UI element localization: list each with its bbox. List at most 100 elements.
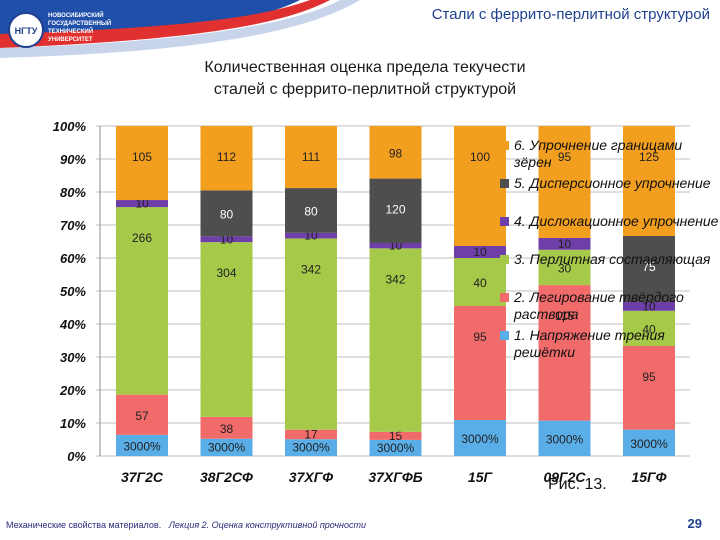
data-label: 95 — [473, 330, 487, 344]
bar-segment — [369, 439, 422, 456]
x-category-label: 37ХГФ — [289, 469, 334, 485]
bar-segment — [200, 126, 253, 191]
data-label: 112 — [217, 150, 236, 164]
data-label: 98 — [389, 146, 403, 160]
bar-segment — [538, 126, 591, 238]
bar-segment — [623, 126, 675, 236]
y-tick-label: 40% — [59, 317, 86, 332]
banner-red-swoosh — [0, 0, 330, 48]
data-label: 3000% — [546, 432, 584, 446]
bar-segment — [200, 438, 253, 456]
data-label: 3000% — [292, 441, 330, 455]
header-banner — [0, 0, 360, 58]
logo-line-1: НОВОСИБИРСКИЙ — [48, 11, 104, 19]
bar-segment — [369, 178, 422, 243]
data-label: 10 — [135, 197, 149, 211]
data-label: 266 — [132, 231, 152, 245]
data-label: 40 — [473, 276, 487, 290]
data-label: 17 — [304, 427, 318, 441]
data-label: 80 — [220, 207, 234, 221]
legend-swatch — [500, 217, 509, 226]
bar-segment — [116, 200, 168, 208]
legend-label: 5. Дисперсионное упрочнение — [514, 175, 711, 191]
bar-segment — [285, 126, 337, 189]
bar-segment — [538, 420, 591, 456]
bar-segment — [623, 346, 675, 430]
footer-lecture-title: Лекция 2. Оценка конструктивной прочност… — [168, 520, 367, 530]
slide-topic-title: Стали с феррито-перлитной структурой — [431, 6, 710, 23]
legend-label: 6. Упрочнение границами — [514, 137, 682, 153]
legend-label: 3. Перлитная составляющая — [514, 251, 711, 267]
banner-blue-swoosh — [0, 0, 300, 40]
bar-segment — [369, 126, 422, 179]
x-category-label: 09Г2С — [543, 469, 586, 485]
bar-segment — [285, 439, 337, 456]
data-label: 100 — [470, 150, 490, 164]
bar-segment — [454, 126, 506, 246]
data-label: 15 — [389, 429, 403, 443]
bar-segment — [369, 248, 422, 432]
bar-segment — [200, 416, 253, 439]
banner-light-swoosh — [0, 0, 360, 58]
data-label: 111 — [302, 150, 321, 164]
data-label: 115 — [555, 309, 574, 323]
data-label: 95 — [558, 150, 572, 164]
bar-segment — [116, 126, 168, 201]
bar-segment — [538, 249, 591, 286]
logo-line-3: ТЕХНИЧЕСКИЙ — [48, 27, 93, 35]
data-label: 38 — [220, 422, 234, 436]
bar-segment — [285, 232, 337, 239]
legend-swatch — [500, 331, 509, 340]
bar-segment — [200, 236, 253, 243]
x-category-label: 37Г2С — [121, 469, 164, 485]
y-tick-label: 100% — [53, 119, 87, 134]
x-category-label: 15Г — [468, 469, 494, 485]
y-tick-label: 50% — [60, 284, 86, 299]
data-label: 10 — [473, 245, 487, 259]
logo-line-2: ГОСУДАРСТВЕННЫЙ — [48, 19, 111, 27]
bar-segment — [538, 285, 591, 421]
x-category-label: 15ГФ — [631, 469, 666, 485]
data-label: 125 — [639, 150, 659, 164]
y-tick-label: 90% — [60, 152, 86, 167]
chart-title-line-1: Количественная оценка предела текучести — [204, 59, 526, 76]
legend-label-cont: зёрен — [513, 154, 552, 170]
legend-swatch — [500, 255, 509, 264]
legend-swatch — [500, 179, 509, 188]
bar-segment — [200, 190, 253, 237]
data-label: 80 — [304, 204, 318, 218]
bar-segment — [454, 420, 506, 456]
y-tick-label: 20% — [59, 383, 86, 398]
legend-label: 2. Легирование твёрдого — [513, 289, 684, 305]
logo-line-4: УНИВЕРСИТЕТ — [48, 37, 93, 43]
page-number: 29 — [687, 516, 702, 531]
y-tick-label: 70% — [60, 218, 86, 233]
bar-segment — [200, 242, 253, 417]
data-label: 3000% — [208, 440, 246, 454]
data-label: 342 — [301, 262, 321, 276]
data-label: 304 — [216, 266, 236, 280]
legend-swatch — [500, 141, 509, 150]
bar-segment — [623, 310, 675, 346]
bar-segment — [623, 236, 675, 302]
bar-segment — [285, 188, 337, 233]
bar-segment — [116, 394, 168, 435]
y-tick-label: 10% — [60, 416, 86, 431]
y-tick-label: 80% — [60, 185, 86, 200]
bar-segment — [623, 302, 675, 311]
university-logo: НГТУ НОВОСИБИРСКИЙ ГОСУДАРСТВЕННЫЙ ТЕХНИ… — [6, 8, 156, 52]
bar-segment — [285, 429, 337, 440]
y-tick-label: 0% — [67, 449, 86, 464]
data-label: 342 — [385, 272, 405, 286]
logo-abbr: НГТУ — [15, 26, 38, 36]
data-label: 75 — [642, 260, 656, 274]
bar-segment — [454, 258, 506, 306]
x-category-label: 37ХГФБ — [368, 469, 422, 485]
data-label: 30 — [558, 261, 572, 275]
data-label: 105 — [132, 150, 152, 164]
bar-segment — [454, 246, 506, 258]
bar-segment — [116, 207, 168, 395]
data-label: 95 — [642, 370, 656, 384]
x-category-label: 38Г2СФ — [200, 469, 253, 485]
y-tick-label: 30% — [60, 350, 86, 365]
